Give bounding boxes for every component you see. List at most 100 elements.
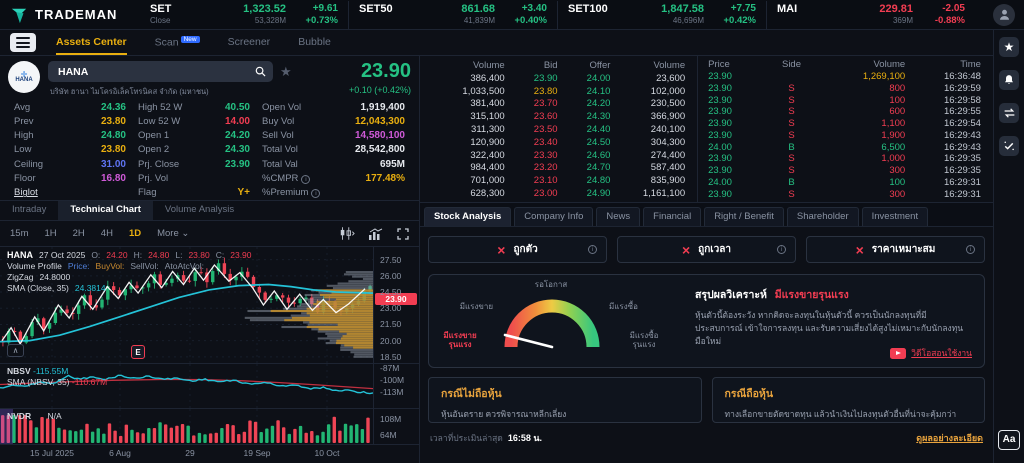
analysis-tab-stock-analysis[interactable]: Stock Analysis [424,207,512,226]
index-mai[interactable]: MAI 229.81 -2.05 369M -0.88% [766,0,975,29]
index-set100[interactable]: SET100 1,847.58 +7.75 46,696M +0.42% [557,0,766,29]
orderbook-row[interactable]: 120,900 23.40 24.50 304,300 [470,136,686,148]
price-chart-panel[interactable]: 23.90 27.50 26.00 24.50 23.00 21.50 20.00 18.5… [0,246,419,363]
orderbook-row[interactable]: 984,400 23.20 24.70 587,400 [470,162,686,174]
trade-row[interactable]: 23.90 S 300 16:29:31 [708,188,981,200]
gauge-label-sell: มีแรงขาย [459,302,493,311]
volume-chart-panel[interactable]: 108M 64M NVDR N/A [0,408,419,444]
event-marker-badge[interactable]: E [131,345,145,359]
stat-total-vol: Total Vol 28,542,800 [262,144,405,156]
timeframe-15m[interactable]: 15m [10,228,29,239]
favorites-star-icon[interactable]: ★ [999,37,1019,57]
orderbook-row[interactable]: 315,100 23.60 24.30 366,900 [470,111,686,123]
favorite-star-icon[interactable]: ★ [280,63,292,79]
gauge-label-wait: รอโอกาส [534,280,568,289]
trade-row[interactable]: 23.90 S 800 16:29:59 [708,82,981,94]
brand[interactable]: TRADEMAN [0,6,140,24]
nav-tab-bubble[interactable]: Bubble [298,35,331,48]
stock-stats-grid: Avg 24.36 Prev 23.80 High 24.80 Low 23.80 Ceilin… [0,98,419,200]
transfer-swap-icon[interactable] [999,103,1019,123]
analysis-tab-company-info[interactable]: Company Info [514,207,594,226]
info-icon[interactable]: i [588,245,597,254]
orderbook-row[interactable]: 381,400 23.70 24.20 230,500 [470,98,686,110]
fullscreen-icon[interactable] [397,227,409,240]
signal-card-2[interactable]: × ราคาเหมาะสม i [806,236,985,263]
info-icon[interactable]: i [301,175,311,185]
trade-row[interactable]: 23.90 S 1,100 16:29:54 [708,118,981,130]
tasks-check-icon[interactable] [999,136,1019,156]
last-price: 23.90 [360,60,411,82]
info-icon[interactable]: i [966,245,975,254]
analysis-tab-news[interactable]: News [596,207,641,226]
trade-row[interactable]: 23.90 S 100 16:29:58 [708,94,981,106]
trade-row[interactable]: 23.90 S 1,000 16:29:35 [708,153,981,165]
stat-low: Low 23.80 [14,144,126,156]
orderbook-row[interactable]: 628,300 23.00 24.90 1,161,100 [470,188,686,200]
index-set50[interactable]: SET50 861.68 +3.40 41,839M +0.40% [348,0,557,29]
chart-tab-volume-analysis[interactable]: Volume Analysis [164,204,235,215]
candlestick-chart [0,247,373,363]
index-set[interactable]: SET 1,323.52 +9.61 Close 53,328M +0.73% [150,2,338,26]
trade-row[interactable]: 24.00 B 100 16:29:31 [708,176,981,188]
indicator-icon[interactable] [369,227,383,240]
analysis-tab-financial[interactable]: Financial [643,207,702,226]
signal-card-0[interactable]: × ถูกตัว i [428,236,607,263]
tutorial-video-link[interactable]: วิดีโอสอนใช้งาน [890,346,972,360]
trade-row[interactable]: 23.90 S 1,900 16:29:43 [708,129,981,141]
trade-row[interactable]: 23.90 S 300 16:29:35 [708,165,981,177]
info-icon[interactable]: i [311,189,321,199]
gauge-label-strong-sell: มีแรงขาย รุนแรง [443,331,477,349]
analysis-tab-right-benefit[interactable]: Right / Benefit [704,207,784,226]
price-change: +0.10 (+0.42%) [348,85,411,95]
orderbook-row[interactable]: 311,300 23.50 24.40 240,100 [471,123,686,135]
gauge-label-buy: มีแรงซื้อ [609,302,638,311]
trade-ticker-table: Price Side Volume Time 23.90 1,269,100 16:36:4… [698,56,993,202]
search-icon[interactable] [255,66,266,77]
gauge-arc [503,299,600,349]
time-axis: 15 Jul 2025 6 Aug 29 19 Sep 10 Oct [0,444,419,463]
x-axis-label: 19 Sep [243,448,271,458]
menu-hamburger-icon[interactable] [10,33,36,52]
summary-body: หุ้นตัวนี้ต้องระวัง หากคิดจะลงทุนในหุ้นต… [695,310,964,347]
nbsv-chart-panel[interactable]: -87M -100M -113M NBSV -115.55M SMA (NBSV, … [0,363,419,408]
chart-type-icon[interactable] [339,227,355,240]
info-icon[interactable]: i [777,245,786,254]
font-size-button[interactable]: Aa [998,430,1020,450]
volume-axis: 108M 64M [373,409,419,444]
analysis-tab-shareholder[interactable]: Shareholder [786,207,859,226]
trade-row[interactable]: 23.90 1,269,100 16:36:48 [708,71,981,83]
chart-toolbar: 15m 1H 2H 4H 1D More ⌄ [0,221,419,246]
timeframe-1h[interactable]: 1H [44,228,57,239]
orderbook-row[interactable]: 386,400 23.90 24.00 23,600 [470,72,686,84]
orderbook-row[interactable]: 322,400 23.30 24.60 274,400 [470,149,686,161]
symbol-search-input[interactable] [48,61,273,82]
analysis-tab-investment[interactable]: Investment [861,207,929,226]
timeframe-1d[interactable]: 1D [128,228,142,239]
trade-row[interactable]: 24.00 B 6,500 16:29:43 [708,141,981,153]
trade-row[interactable]: 23.90 S 600 16:29:55 [708,106,981,118]
person-icon [999,9,1009,20]
orderbook-row[interactable]: 701,000 23.10 24.80 835,900 [470,175,686,187]
nav-tab-screener[interactable]: Screener [227,35,271,48]
stat-open-1: Open 1 24.20 [138,130,250,142]
x-axis-label: 15 Jul 2025 [30,448,74,458]
timeframe-2h[interactable]: 2H [72,228,85,239]
orderbook-row[interactable]: 1,033,500 23.80 24.10 102,000 [462,85,686,97]
stat-total-val: Total Val 695M [262,158,405,170]
nav-tab-assets-center[interactable]: Assets Center [56,31,127,55]
stat-floor: Floor 16.80 [14,173,126,185]
company-name: บริษัท ฮานา ไมโครอิเล็คโทรนิคส จำกัด (มห… [50,87,209,96]
orderbook-header: Volume Bid Offer Volume [472,59,686,71]
collapse-panel-button[interactable]: ∧ [7,344,24,357]
chart-tab-intraday[interactable]: Intraday [12,204,47,215]
user-avatar-button[interactable] [993,3,1015,26]
price-block: 23.90 +0.10 (+0.42%) [321,61,411,98]
nav-tab-scan[interactable]: Scan New [155,31,200,55]
alerts-bell-icon[interactable] [999,70,1019,90]
timeframe-4h[interactable]: 4H [100,228,113,239]
chart-tab-technical-chart[interactable]: Technical Chart [58,201,153,220]
detail-link[interactable]: ดูผลอย่างละเอียด [916,433,983,443]
more-timeframes-button[interactable]: More ⌄ [157,228,190,239]
signal-card-1[interactable]: × ถูกเวลา i [617,236,796,263]
